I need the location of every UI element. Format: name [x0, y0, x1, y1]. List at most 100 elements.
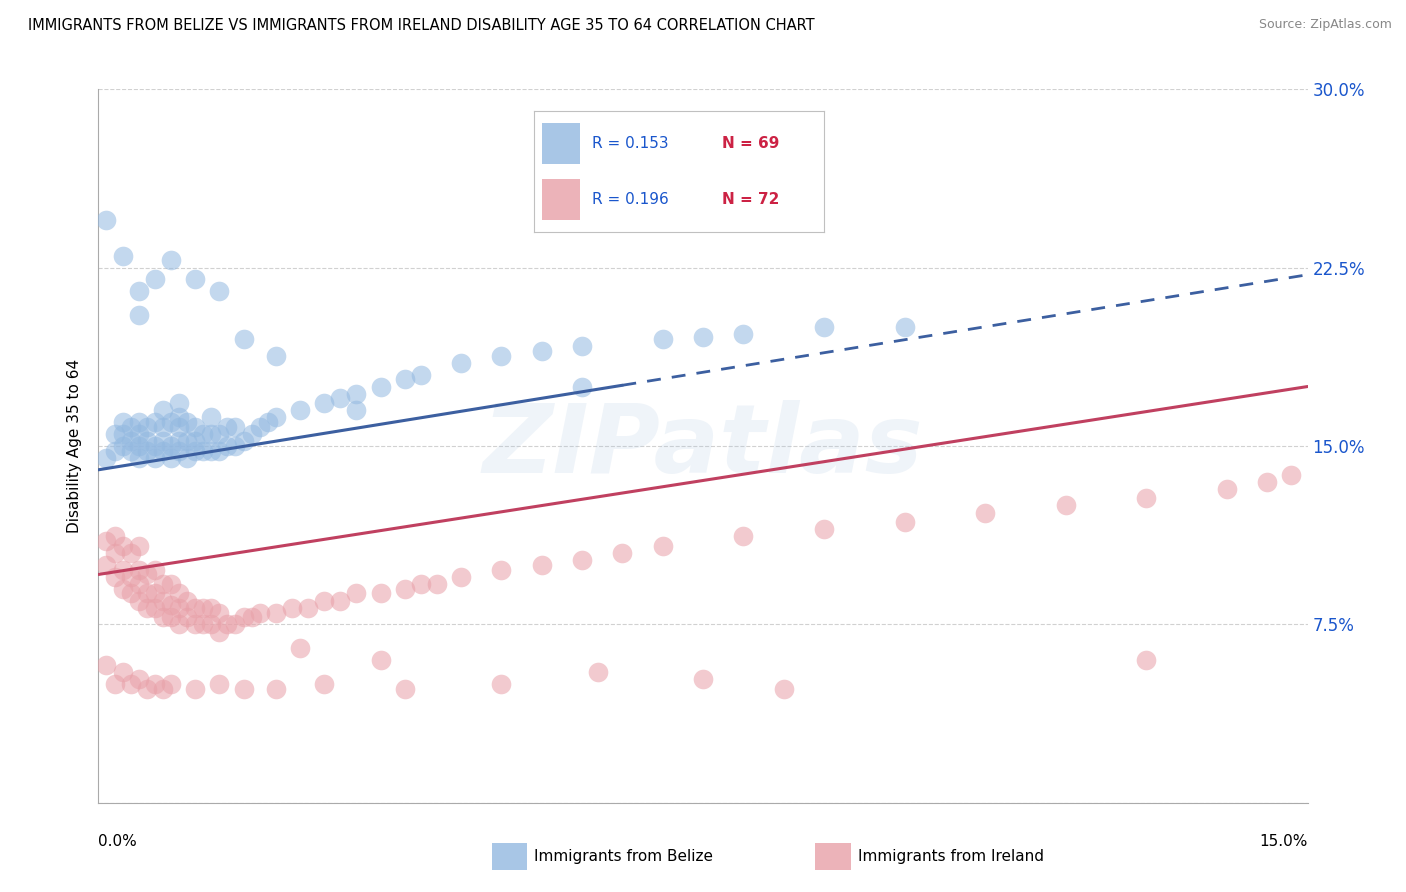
Point — [111, 665, 134, 679]
Point — [152, 577, 174, 591]
Point — [1135, 491, 1157, 506]
Point — [160, 677, 183, 691]
Point — [208, 677, 231, 691]
Point — [813, 320, 835, 334]
Point — [571, 379, 593, 393]
Point — [370, 653, 392, 667]
Point — [1054, 499, 1077, 513]
Point — [193, 443, 215, 458]
Point — [103, 443, 125, 458]
Point — [1281, 467, 1303, 482]
Point — [103, 529, 125, 543]
Point — [160, 599, 183, 613]
Point — [120, 443, 142, 458]
Point — [184, 434, 207, 449]
Point — [135, 434, 157, 449]
Point — [176, 610, 198, 624]
Point — [176, 593, 198, 607]
Point — [160, 610, 183, 624]
Y-axis label: Disability Age 35 to 64: Disability Age 35 to 64 — [66, 359, 82, 533]
Point — [152, 434, 174, 449]
Point — [288, 403, 311, 417]
Point — [314, 677, 336, 691]
Point — [217, 439, 239, 453]
Point — [152, 610, 174, 624]
Point — [167, 443, 190, 458]
Point — [128, 577, 150, 591]
Point — [120, 434, 142, 449]
Point — [128, 563, 150, 577]
Point — [232, 610, 254, 624]
Point — [450, 570, 472, 584]
Point — [256, 415, 278, 429]
Point — [128, 308, 150, 322]
Point — [370, 586, 392, 600]
Point — [160, 253, 183, 268]
Point — [96, 450, 118, 465]
Point — [120, 677, 142, 691]
Point — [160, 439, 183, 453]
Point — [249, 420, 271, 434]
Point — [111, 249, 134, 263]
Point — [96, 534, 118, 549]
Point — [143, 677, 166, 691]
Point — [143, 415, 166, 429]
Point — [329, 593, 352, 607]
Point — [128, 439, 150, 453]
Point — [491, 563, 513, 577]
Point — [893, 320, 915, 334]
Point — [143, 272, 166, 286]
Point — [394, 582, 416, 596]
Point — [208, 427, 231, 442]
Point — [96, 657, 118, 672]
Point — [135, 420, 157, 434]
Point — [288, 641, 311, 656]
Point — [329, 392, 352, 406]
Point — [120, 546, 142, 560]
Point — [111, 427, 134, 442]
Point — [249, 606, 271, 620]
Point — [224, 439, 246, 453]
Point — [200, 427, 222, 442]
Point — [240, 610, 263, 624]
Point — [200, 600, 222, 615]
Point — [264, 606, 287, 620]
Point — [184, 443, 207, 458]
Point — [184, 617, 207, 632]
Point — [692, 672, 714, 686]
Point — [103, 677, 125, 691]
Point — [111, 582, 134, 596]
Point — [167, 410, 190, 425]
Point — [394, 372, 416, 386]
Point — [200, 410, 222, 425]
Point — [184, 420, 207, 434]
Point — [217, 420, 239, 434]
Point — [232, 434, 254, 449]
Point — [167, 396, 190, 410]
Point — [111, 563, 134, 577]
Point — [152, 403, 174, 417]
Point — [772, 681, 794, 696]
Point — [143, 600, 166, 615]
Point — [143, 450, 166, 465]
Point — [733, 327, 755, 342]
Point — [281, 600, 304, 615]
Point — [160, 577, 183, 591]
Point — [1135, 653, 1157, 667]
Point — [571, 339, 593, 353]
Point — [344, 586, 367, 600]
Point — [152, 681, 174, 696]
Point — [344, 403, 367, 417]
Point — [530, 343, 553, 358]
Point — [409, 577, 432, 591]
Point — [208, 606, 231, 620]
Point — [160, 450, 183, 465]
Point — [314, 396, 336, 410]
Point — [128, 672, 150, 686]
Text: Immigrants from Belize: Immigrants from Belize — [534, 849, 713, 863]
Point — [184, 272, 207, 286]
Point — [176, 434, 198, 449]
Point — [200, 443, 222, 458]
Point — [586, 665, 609, 679]
Point — [733, 529, 755, 543]
